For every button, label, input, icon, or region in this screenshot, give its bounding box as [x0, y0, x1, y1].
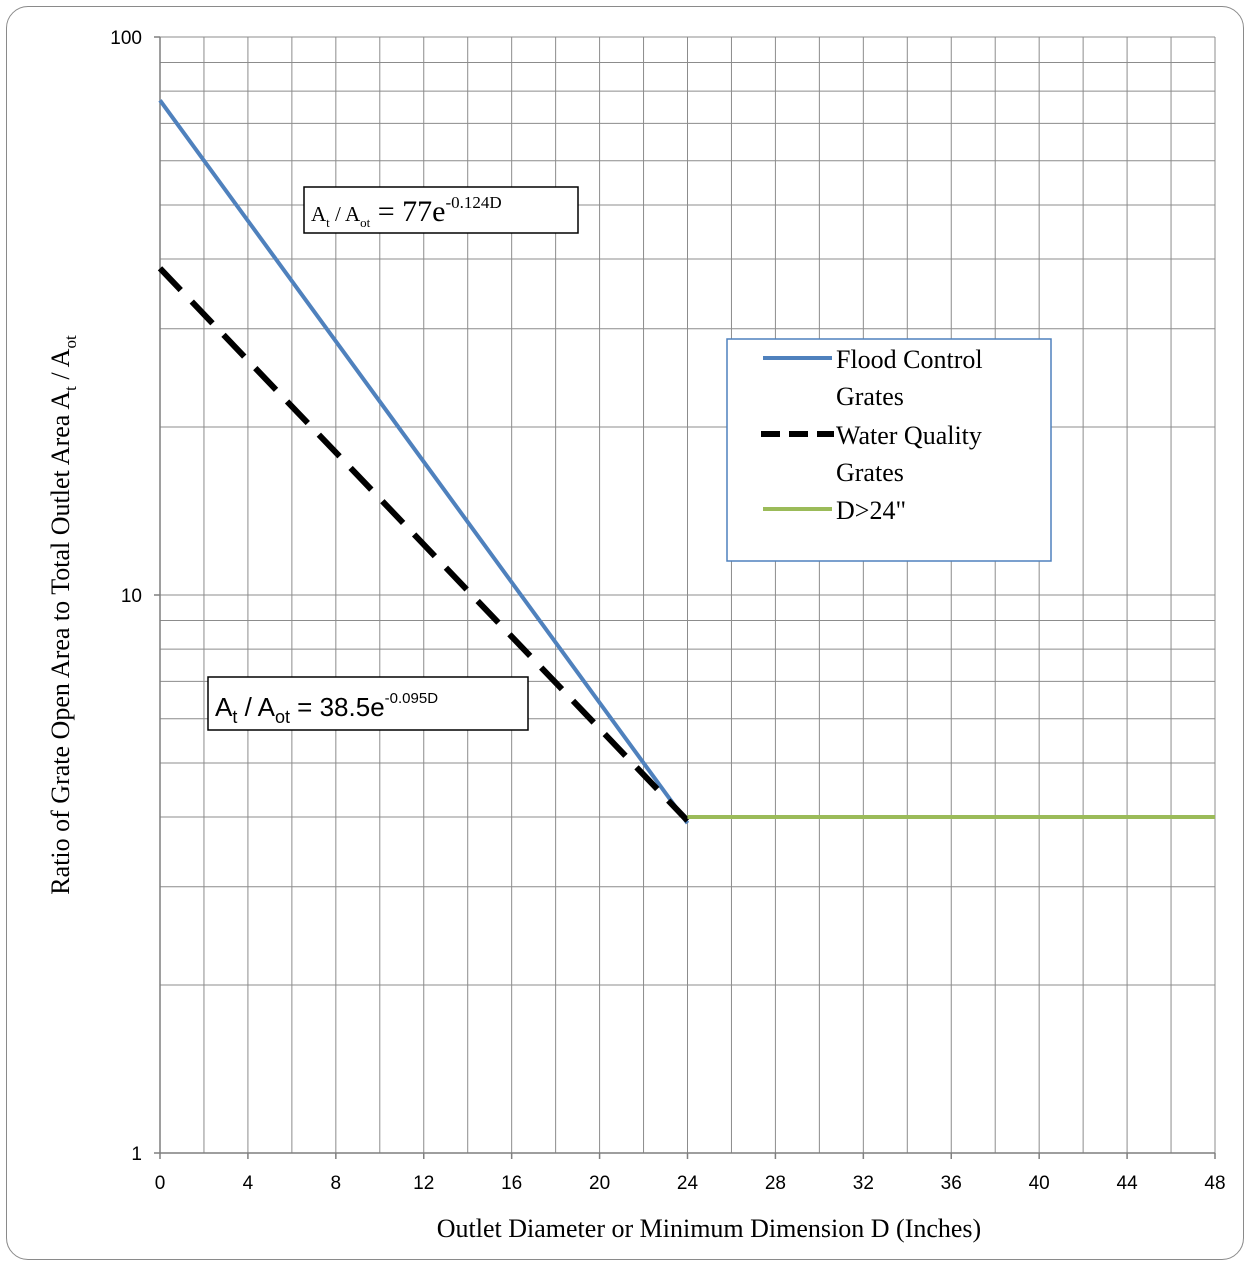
- y-tick-labels: 1 10 100: [110, 28, 142, 1165]
- x-axis-title: Outlet Diameter or Minimum Dimension D (…: [437, 1214, 981, 1243]
- x-tick-label: 0: [155, 1173, 166, 1194]
- x-tick-label: 28: [765, 1173, 786, 1194]
- y-axis-title: Ratio of Grate Open Area to Total Outlet…: [46, 335, 80, 895]
- x-tick-label: 20: [589, 1173, 610, 1194]
- flood-equation-box: At / Aot = 77e-0.124D: [303, 186, 579, 234]
- x-tick-label: 40: [1029, 1173, 1050, 1194]
- x-tick-label: 12: [413, 1173, 434, 1194]
- y-tick-label: 10: [121, 586, 142, 607]
- x-tick-label: 48: [1204, 1173, 1225, 1194]
- legend-flood-line1: Flood Control: [836, 345, 983, 374]
- legend-flood-line2: Grates: [836, 382, 904, 411]
- water-equation-text: At / Aot = 38.5e-0.095D: [215, 690, 438, 727]
- series-lines: [157, 99, 1215, 825]
- x-tick-label: 4: [243, 1173, 254, 1194]
- x-tick-label: 24: [677, 1173, 699, 1194]
- x-tick-label: 32: [853, 1173, 874, 1194]
- x-tick-labels: 0 4 8 12 16 20 24 28 32 36 40 44 48: [155, 1173, 1226, 1194]
- flood-equation-text: At / Aot = 77e-0.124D: [311, 193, 502, 230]
- x-tick-label: 8: [331, 1173, 342, 1194]
- y-tick-label: 1: [131, 1144, 142, 1165]
- water-equation-box: At / Aot = 38.5e-0.095D: [207, 676, 529, 731]
- x-tick-label: 44: [1117, 1173, 1139, 1194]
- legend-water-line1: Water Quality: [836, 421, 982, 450]
- y-tick-label: 100: [110, 28, 142, 49]
- x-tick-label: 36: [941, 1173, 962, 1194]
- axes: [154, 36, 1216, 1159]
- series-water-quality-line: [157, 266, 690, 823]
- legend: Flood Control Grates Water Quality Grate…: [726, 338, 1052, 562]
- series-flood-control-line: [158, 99, 690, 825]
- x-tick-label: 16: [501, 1173, 522, 1194]
- legend-water-line2: Grates: [836, 458, 904, 487]
- chart-frame: 0 4 8 12 16 20 24 28 32 36 40 44 48 1 10 100 At / Aot …: [6, 6, 1244, 1260]
- legend-d24: D>24": [836, 496, 906, 525]
